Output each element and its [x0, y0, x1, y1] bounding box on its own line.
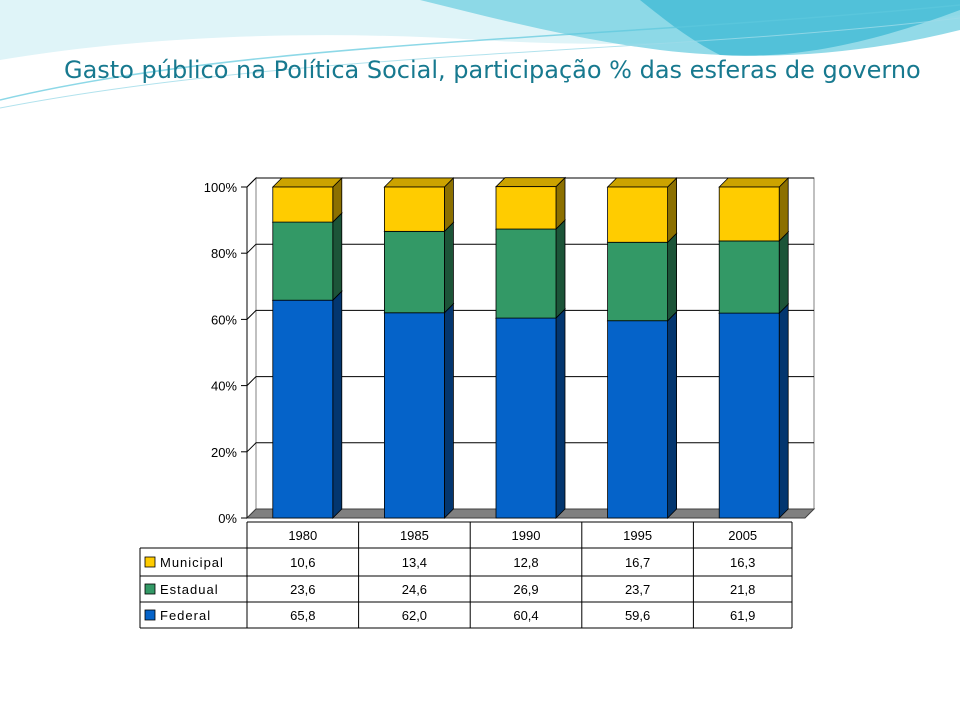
- bar-segment-municipal: [271, 177, 343, 224]
- legend-label-federal: Federal: [160, 608, 211, 623]
- x-category-label: 1995: [623, 528, 652, 543]
- bar-front-face: [718, 186, 780, 242]
- data-value-label: 61,9: [730, 608, 755, 623]
- y-axis: 0% 20% 40% 60% 80% 100%: [204, 180, 248, 526]
- y-tick-label: 80%: [211, 246, 237, 261]
- bar-segment-federal: [606, 310, 678, 519]
- bar-side-face: [443, 302, 454, 519]
- data-value-label: 16,7: [625, 555, 650, 570]
- bar-front-face: [495, 186, 557, 230]
- y-tick-label: 20%: [211, 445, 237, 460]
- bar-side-face: [332, 290, 343, 519]
- bar-front-face: [272, 221, 334, 301]
- data-value-label: 24,6: [402, 582, 427, 597]
- data-value-label: 60,4: [513, 608, 538, 623]
- bar-segment-estadual: [718, 230, 790, 315]
- data-value-label: 12,8: [513, 555, 538, 570]
- bar-segment-estadual: [383, 221, 455, 314]
- bar-front-face: [272, 299, 334, 519]
- bar-side-face: [778, 177, 789, 242]
- bar-side-face: [555, 308, 566, 519]
- bar-front-face: [383, 186, 445, 232]
- bar-segment-estadual: [271, 212, 343, 302]
- bar-top-face: [718, 177, 790, 188]
- bar-segment-federal: [495, 308, 566, 519]
- bar-side-face: [778, 230, 789, 315]
- data-value-label: 59,6: [625, 608, 650, 623]
- data-value-label: 21,8: [730, 582, 755, 597]
- bar-top-face: [606, 177, 678, 188]
- bar-side-face: [667, 177, 677, 244]
- bar-segment-municipal: [383, 177, 455, 233]
- data-table: 1980 1985 1990 1995 2005 Municipal 10,6 13,4 12,…: [139, 521, 793, 629]
- bar-segment-municipal: [718, 177, 790, 242]
- bar-front-face: [383, 312, 445, 519]
- legend-key-federal: [144, 609, 156, 621]
- decor-line: [0, 4, 960, 101]
- bar-side-face: [555, 219, 566, 320]
- plot-side-wall: [246, 176, 257, 520]
- bar-front-face: [272, 186, 334, 223]
- bar-top-face: [495, 177, 566, 188]
- y-tick-label: 60%: [211, 312, 237, 327]
- data-value-label: 23,6: [290, 582, 315, 597]
- x-category-label: 1985: [400, 528, 429, 543]
- bar-top-face: [271, 177, 343, 188]
- bar-top-face: [383, 177, 455, 188]
- bar-front-face: [718, 312, 780, 519]
- bar-front-face: [607, 186, 668, 243]
- bar-front-face: [607, 241, 668, 322]
- bar-front-face: [495, 317, 557, 519]
- decor-wave-dark: [640, 0, 960, 56]
- bar-segment-federal: [383, 302, 455, 519]
- x-category-label: 1980: [288, 528, 317, 543]
- bar-front-face: [495, 228, 557, 319]
- data-value-label: 23,7: [625, 582, 650, 597]
- decor-line-2: [0, 17, 960, 109]
- bar-front-face: [383, 230, 445, 314]
- bar-side-face: [778, 303, 789, 519]
- bar-segment-estadual: [606, 232, 678, 322]
- bar-side-face: [667, 232, 677, 322]
- data-value-label: 16,3: [730, 555, 755, 570]
- legend-key-municipal: [144, 556, 156, 568]
- bar-side-face: [667, 310, 677, 519]
- legend-label-estadual: Estadual: [160, 582, 219, 597]
- legend-label-municipal: Municipal: [160, 555, 224, 570]
- y-tick-label: 40%: [211, 379, 237, 394]
- bar-segment-federal: [718, 303, 790, 519]
- x-category-label: 2005: [728, 528, 757, 543]
- slide-title: Gasto público na Política Social, partic…: [64, 56, 921, 84]
- x-category-label: 1990: [512, 528, 541, 543]
- y-tick-label: 0%: [218, 511, 237, 526]
- data-value-label: 10,6: [290, 555, 315, 570]
- data-value-label: 13,4: [402, 555, 427, 570]
- bar-front-face: [718, 240, 780, 314]
- data-value-label: 65,8: [290, 608, 315, 623]
- legend-key-estadual: [144, 583, 156, 595]
- bar-side-face: [443, 221, 454, 314]
- y-tick-label: 100%: [204, 180, 238, 195]
- bar-front-face: [607, 320, 668, 519]
- bar-segment-federal: [271, 290, 343, 519]
- bar-side-face: [332, 212, 343, 302]
- data-value-label: 26,9: [513, 582, 538, 597]
- bar-segment-municipal: [495, 176, 566, 231]
- data-value-label: 62,0: [402, 608, 427, 623]
- slide-header-decoration: [0, 0, 960, 109]
- bar-segment-municipal: [606, 177, 678, 244]
- bars: [271, 176, 790, 519]
- bar-segment-estadual: [495, 219, 566, 320]
